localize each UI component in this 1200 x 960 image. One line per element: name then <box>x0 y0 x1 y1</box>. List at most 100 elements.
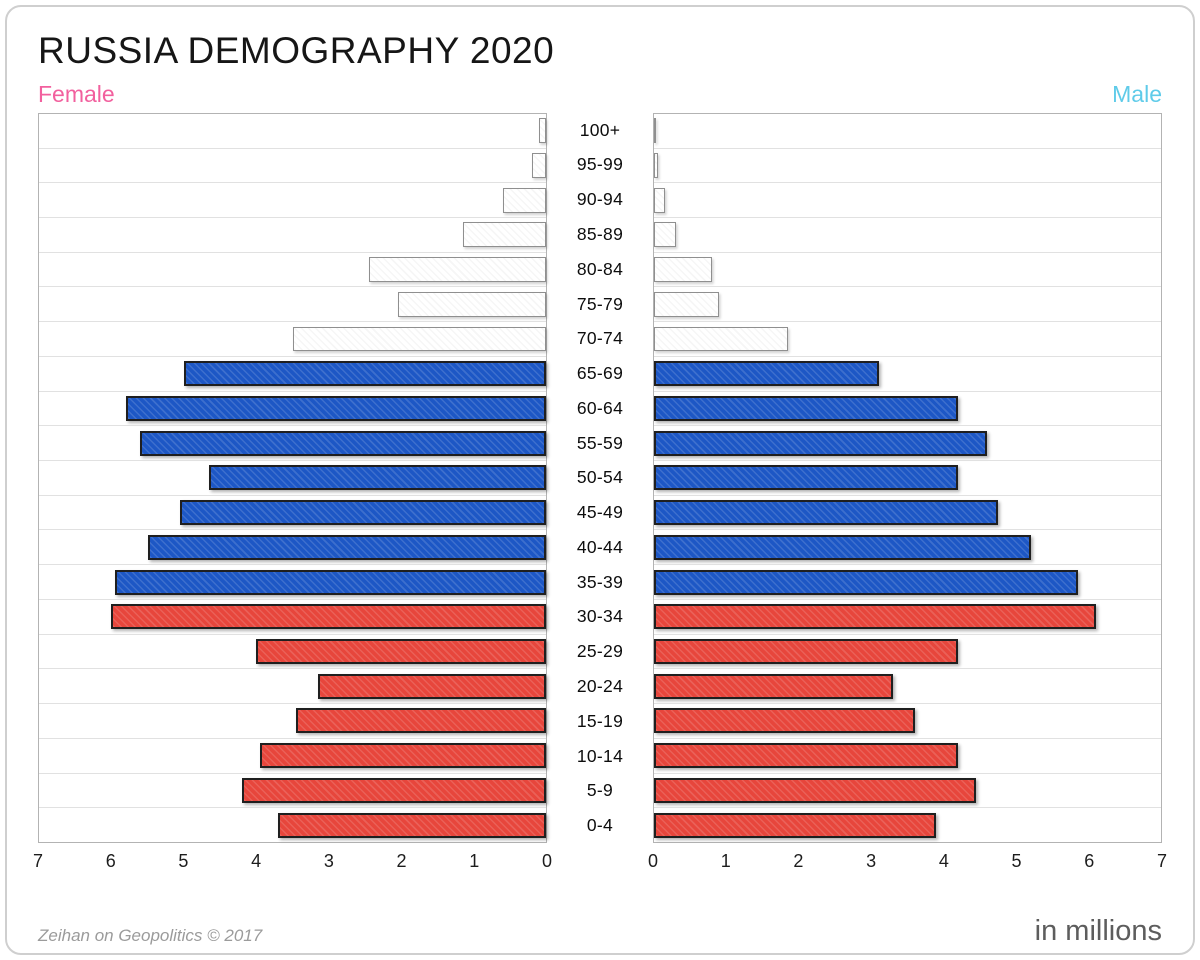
bar-female-35-39 <box>115 569 546 595</box>
bar-female-100+ <box>538 118 546 144</box>
age-label-40-44: 40-44 <box>576 536 624 557</box>
bar-male-70-74 <box>654 326 788 352</box>
bar-male-30-34 <box>654 604 1096 630</box>
male-row-55-59 <box>654 425 1161 460</box>
bar-female-80-84 <box>368 257 546 283</box>
axis-tick-right-4: 4 <box>938 850 949 871</box>
page-title: RUSSIA DEMOGRAPHY 2020 <box>38 30 555 71</box>
age-label-100+: 100+ <box>579 119 621 140</box>
male-row-35-39 <box>654 564 1161 599</box>
male-row-25-29 <box>654 633 1161 669</box>
age-label-35-39: 35-39 <box>576 571 624 592</box>
axis-tick-right-7: 7 <box>1156 850 1168 871</box>
female-row-95-99 <box>39 147 546 183</box>
axis-tick-right-1: 1 <box>720 850 731 871</box>
bar-female-40-44 <box>147 534 546 560</box>
male-row-45-49 <box>654 494 1161 530</box>
bar-female-30-34 <box>111 604 546 630</box>
age-label-55-59: 55-59 <box>576 432 624 453</box>
axis-tick-right-0: 0 <box>647 850 659 871</box>
bar-male-50-54 <box>654 465 959 491</box>
female-row-15-19 <box>39 703 546 738</box>
male-panel <box>653 112 1162 843</box>
male-row-100+ <box>654 114 1161 148</box>
female-row-70-74 <box>39 321 546 356</box>
female-row-80-84 <box>39 251 546 287</box>
age-label-50-54: 50-54 <box>576 467 624 488</box>
bar-male-90-94 <box>654 187 665 213</box>
axis-tick-left-3: 3 <box>323 850 334 871</box>
bar-male-35-39 <box>654 569 1078 595</box>
female-row-90-94 <box>39 182 546 217</box>
axis-tick-left-1: 1 <box>469 850 480 871</box>
axis-tick-left-0: 0 <box>541 850 553 871</box>
bar-male-55-59 <box>654 430 988 456</box>
male-row-85-89 <box>654 217 1161 252</box>
female-row-30-34 <box>39 598 546 634</box>
female-row-25-29 <box>39 633 546 669</box>
female-row-35-39 <box>39 564 546 599</box>
age-label-25-29: 25-29 <box>576 641 624 662</box>
female-panel <box>38 112 547 843</box>
age-label-60-64: 60-64 <box>576 397 624 418</box>
credit-text: Zeihan on Geopolitics © 2017 <box>38 926 263 945</box>
female-row-85-89 <box>39 217 546 252</box>
female-row-5-9 <box>39 772 546 808</box>
bar-female-0-4 <box>278 812 546 838</box>
bar-male-95-99 <box>654 152 659 178</box>
male-row-15-19 <box>654 703 1161 738</box>
bar-male-10-14 <box>654 743 959 769</box>
female-label: Female <box>38 80 115 107</box>
bar-male-45-49 <box>654 500 999 526</box>
bar-female-75-79 <box>397 291 546 317</box>
female-row-60-64 <box>39 390 546 426</box>
bar-male-60-64 <box>654 395 959 421</box>
female-row-0-4 <box>39 807 546 842</box>
female-row-55-59 <box>39 425 546 460</box>
bar-female-70-74 <box>292 326 546 352</box>
male-row-90-94 <box>654 182 1161 217</box>
bar-male-0-4 <box>654 812 937 838</box>
female-axis: 7 6 5 4 3 2 1 0 <box>33 843 552 879</box>
age-label-15-19: 15-19 <box>576 710 624 731</box>
axis-tick-right-3: 3 <box>866 850 877 871</box>
axis-tick-right-5: 5 <box>1011 850 1022 871</box>
female-row-10-14 <box>39 737 546 773</box>
bar-male-40-44 <box>654 534 1031 560</box>
female-row-40-44 <box>39 529 546 564</box>
bar-female-15-19 <box>296 708 546 734</box>
male-row-65-69 <box>654 355 1161 391</box>
age-label-0-4: 0-4 <box>586 815 614 836</box>
age-label-column: 100+ 95-99 90-94 85-89 80-84 75-79 70-74 65-69 6… <box>547 113 653 843</box>
age-label-30-34: 30-34 <box>576 606 624 627</box>
axis-tick-left-5: 5 <box>178 850 189 871</box>
bar-male-20-24 <box>654 673 893 699</box>
age-label-20-24: 20-24 <box>576 675 624 696</box>
male-axis: 0 1 2 3 4 5 6 7 <box>648 843 1167 879</box>
male-row-30-34 <box>654 598 1161 634</box>
units-label: in millions <box>1034 915 1162 947</box>
population-pyramid-chart: 100+ 95-99 90-94 85-89 80-84 75-79 70-74 65-69 6… <box>38 112 1162 843</box>
female-row-45-49 <box>39 494 546 530</box>
female-row-75-79 <box>39 286 546 321</box>
bar-male-25-29 <box>654 639 959 664</box>
bar-male-15-19 <box>654 708 915 734</box>
female-row-65-69 <box>39 355 546 391</box>
bar-female-95-99 <box>531 152 546 178</box>
male-row-95-99 <box>654 147 1161 183</box>
bar-female-65-69 <box>183 361 546 387</box>
age-label-10-14: 10-14 <box>576 745 624 766</box>
age-label-5-9: 5-9 <box>586 780 614 801</box>
bar-female-45-49 <box>180 500 546 526</box>
bar-male-80-84 <box>654 257 712 283</box>
bar-male-5-9 <box>654 777 977 803</box>
bar-male-85-89 <box>654 222 676 248</box>
bar-male-75-79 <box>654 291 720 317</box>
age-label-65-69: 65-69 <box>576 363 624 384</box>
male-row-20-24 <box>654 668 1161 703</box>
male-row-60-64 <box>654 390 1161 426</box>
age-label-80-84: 80-84 <box>576 258 624 279</box>
male-label: Male <box>1112 80 1162 107</box>
